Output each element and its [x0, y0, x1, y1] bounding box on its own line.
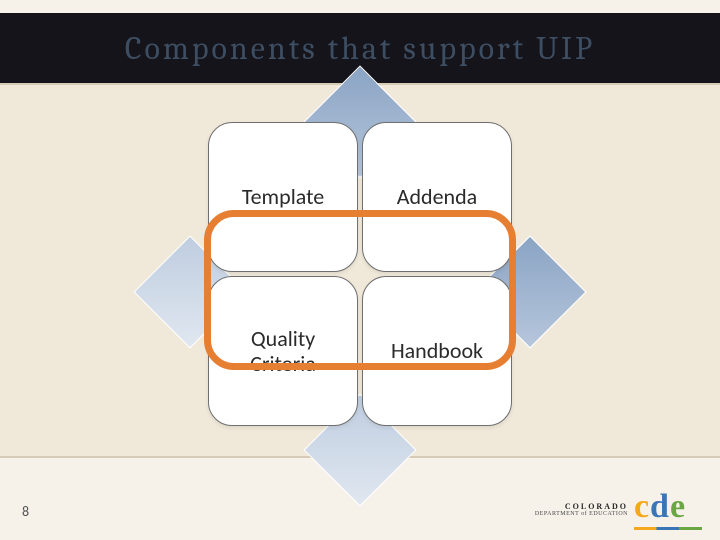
cell-quality-criteria: Quality Criteria [208, 276, 358, 426]
logo-underline [634, 527, 702, 530]
slide-title: Components that support UIP [125, 30, 595, 67]
components-diagram: Template Addenda Quality Criteria Handbo… [0, 92, 720, 452]
logo-mark: c d e [634, 492, 702, 528]
logo-letter-c: c [634, 488, 649, 526]
cell-label: Quality Criteria [250, 326, 316, 377]
logo-letter-e: e [670, 488, 685, 526]
cell-label: Addenda [397, 184, 477, 209]
cell-label: Handbook [391, 338, 483, 363]
logo-line1: COLORADO [535, 503, 628, 511]
page-number: 8 [22, 503, 29, 520]
logo-text: COLORADO DEPARTMENT of EDUCATION [535, 503, 628, 517]
components-grid: Template Addenda Quality Criteria Handbo… [208, 122, 512, 426]
cell-label: Template [242, 184, 324, 209]
cde-logo: COLORADO DEPARTMENT of EDUCATION c d e [535, 492, 702, 528]
cell-addenda: Addenda [362, 122, 512, 272]
cell-template: Template [208, 122, 358, 272]
logo-letter-d: d [650, 488, 669, 526]
cell-handbook: Handbook [362, 276, 512, 426]
logo-line2: DEPARTMENT of EDUCATION [535, 511, 628, 517]
